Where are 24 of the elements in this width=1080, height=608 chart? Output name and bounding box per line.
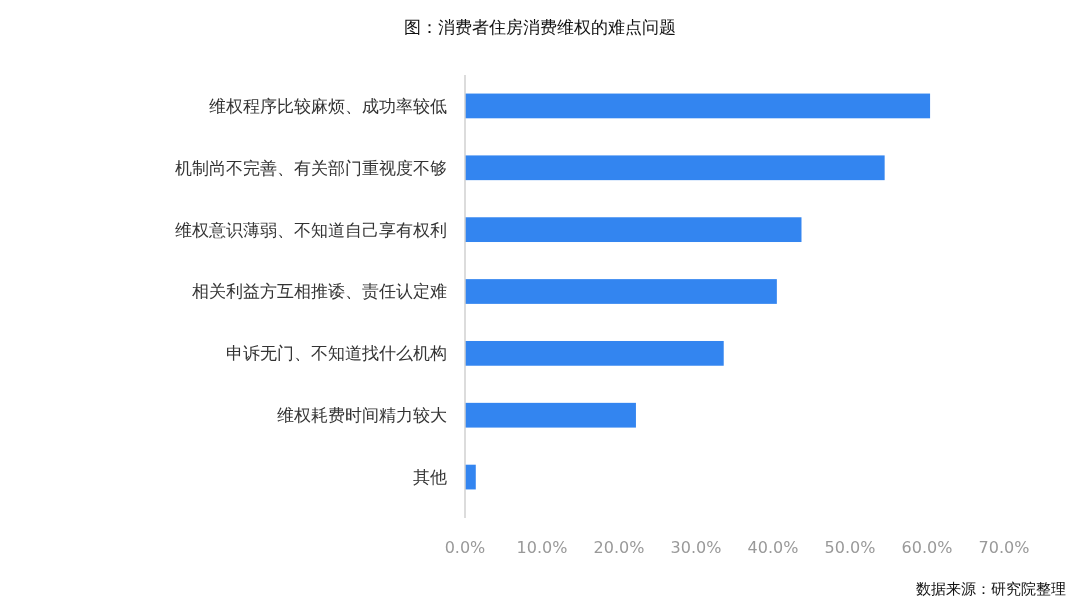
bar: [465, 340, 724, 366]
y-tick-label: 维权意识薄弱、不知道自己享有权利: [175, 219, 447, 240]
bar: [465, 279, 777, 304]
x-tick-label: 10.0%: [516, 538, 568, 557]
source-note: 数据来源：研究院整理: [916, 580, 1066, 598]
x-tick-label: 0.0%: [444, 538, 486, 557]
x-tick-label: 70.0%: [978, 538, 1030, 557]
bar: [465, 464, 476, 490]
y-tick-label: 申诉无门、不知道找什么机构: [226, 343, 447, 364]
y-tick-label: 相关利益方互相推诿、责任认定难: [192, 281, 447, 302]
x-tick-label: 50.0%: [824, 538, 876, 557]
bar: [465, 93, 931, 119]
y-tick-label: 机制尚不完善、有关部门重视度不够: [175, 157, 447, 178]
x-tick-label: 20.0%: [593, 538, 645, 557]
chart-title: 图：消费者住房消费维权的难点问题: [404, 17, 676, 37]
bar: [465, 155, 885, 181]
x-tick-label: 60.0%: [901, 538, 953, 557]
y-tick-label: 其他: [413, 467, 447, 488]
y-tick-label: 维权程序比较麻烦、成功率较低: [209, 95, 447, 116]
x-tick-label: 30.0%: [670, 538, 722, 557]
x-tick-label: 40.0%: [747, 538, 799, 557]
y-tick-label: 维权耗费时间精力较大: [277, 405, 447, 426]
bar: [465, 217, 802, 243]
bar: [465, 402, 636, 428]
